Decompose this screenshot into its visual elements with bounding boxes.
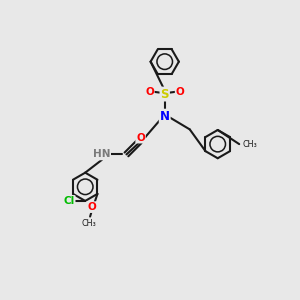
Text: CH₃: CH₃ [242,140,257,148]
Text: O: O [87,202,96,212]
Text: O: O [136,133,145,142]
Text: O: O [145,87,154,97]
Text: O: O [176,87,184,97]
Text: Cl: Cl [63,196,75,206]
Text: CH₃: CH₃ [81,220,96,229]
Text: HN: HN [93,149,110,159]
Text: N: N [160,110,170,123]
Text: S: S [160,88,169,100]
